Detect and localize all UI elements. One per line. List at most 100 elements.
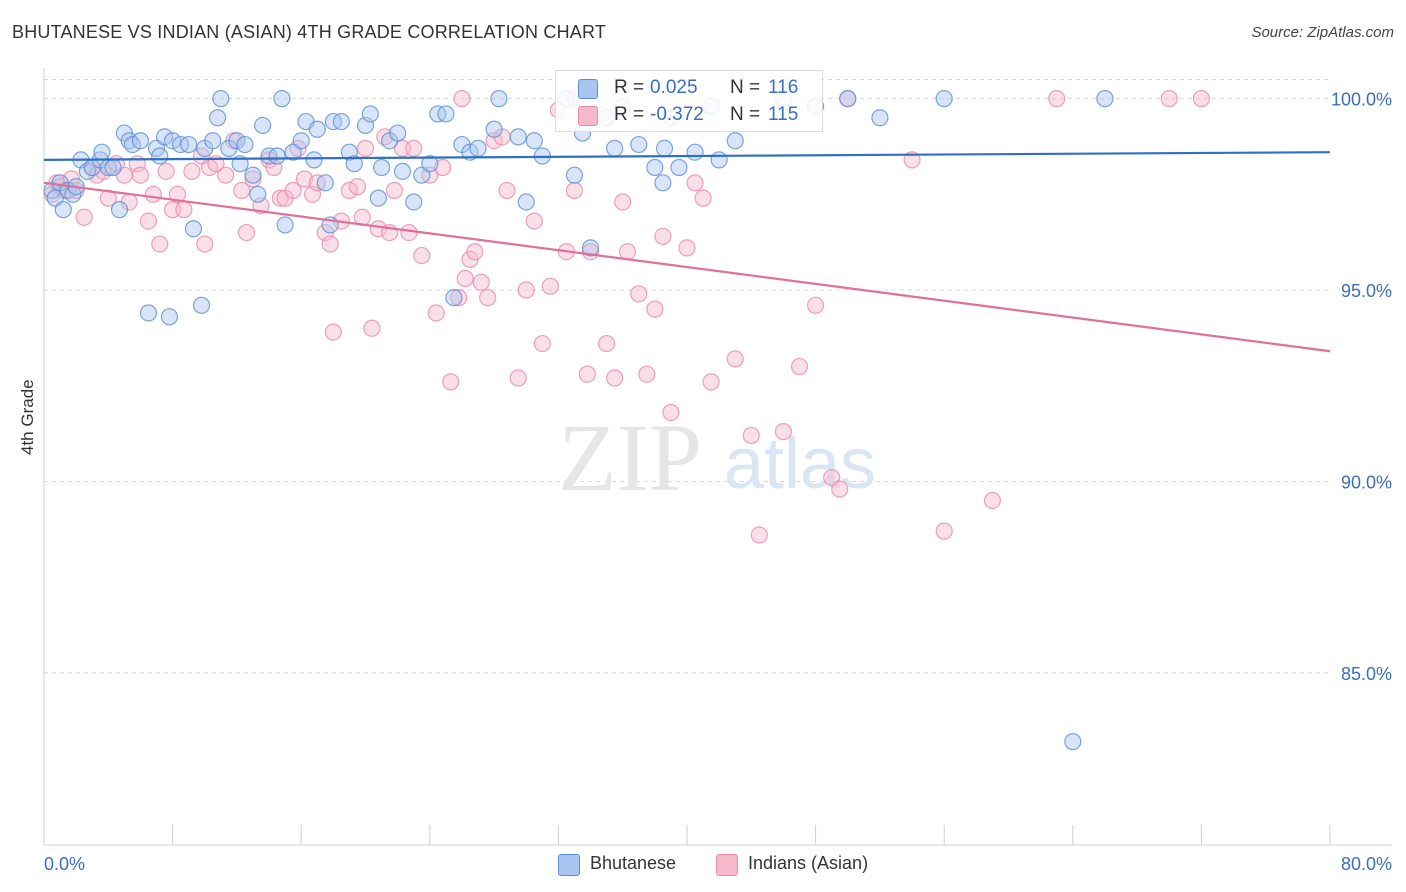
indians-point xyxy=(456,269,474,288)
bhutanese-point xyxy=(160,308,178,326)
indians-point xyxy=(450,289,468,307)
bhutanese-point xyxy=(228,132,246,150)
bhutanese-point xyxy=(655,139,674,157)
legend-swatch-bhutanese xyxy=(558,854,580,876)
legend-n-value: 115 xyxy=(768,104,799,125)
indians-point xyxy=(151,235,169,253)
indians-point xyxy=(466,243,484,261)
bhutanese-point xyxy=(670,158,688,177)
bhutanese-point xyxy=(305,151,323,169)
indians-point xyxy=(472,273,490,291)
indians-point xyxy=(479,289,497,307)
x-tick-label: 0.0% xyxy=(44,854,85,874)
indians-point xyxy=(678,239,696,257)
indians-point xyxy=(295,170,314,188)
legend-label-indians: Indians (Asian) xyxy=(748,853,869,873)
indians-point xyxy=(662,403,680,422)
watermark-zip: ZIP xyxy=(558,404,702,511)
bhutanese-point xyxy=(393,162,412,180)
indians-point xyxy=(1192,90,1211,108)
bhutanese-point xyxy=(421,155,439,173)
indians-point xyxy=(638,365,656,383)
bhutanese-point xyxy=(209,109,227,127)
indians-point xyxy=(606,369,624,387)
indians-point xyxy=(598,334,616,353)
legend-n-label: N = xyxy=(730,77,761,98)
series-bhutanese-points xyxy=(43,90,1114,751)
bhutanese-point xyxy=(184,220,203,238)
indians-point xyxy=(541,277,559,295)
y-tick-label: 90.0% xyxy=(1341,472,1392,492)
bhutanese-point xyxy=(104,158,122,177)
bhutanese-point xyxy=(93,143,111,161)
bhutanese-point xyxy=(871,109,889,127)
legend-swatch-indians xyxy=(578,106,598,126)
indians-point xyxy=(742,426,760,445)
bhutanese-point xyxy=(212,90,230,108)
indians-point xyxy=(578,365,596,383)
bhutanese-point xyxy=(369,189,387,207)
indians-point xyxy=(427,304,445,322)
indians-point xyxy=(405,139,423,157)
trend-lines xyxy=(43,151,1331,353)
indians-point xyxy=(509,369,527,387)
bhutanese-point xyxy=(151,147,169,165)
legend-swatch-bhutanese xyxy=(578,79,598,99)
bhutanese-point xyxy=(254,116,272,135)
bhutanese-point xyxy=(490,90,508,108)
indians-point xyxy=(139,212,158,230)
y-tick-label: 100.0% xyxy=(1331,90,1392,110)
bhutanese-point xyxy=(405,193,423,211)
bhutanese-point xyxy=(276,216,294,234)
indians-point xyxy=(340,181,359,200)
bhutanese-point xyxy=(54,201,72,219)
bhutanese-point xyxy=(445,289,463,307)
trend-line-bhutanese xyxy=(43,151,1331,161)
indians-point xyxy=(935,522,953,540)
indians-point xyxy=(233,181,251,200)
axes xyxy=(43,68,1392,846)
indians-point xyxy=(237,223,256,242)
bhutanese-point xyxy=(204,132,222,150)
indians-point xyxy=(321,235,339,253)
bhutanese-point xyxy=(525,132,543,150)
indians-point xyxy=(831,480,849,498)
indians-point xyxy=(983,491,1002,510)
legend-swatch-indians xyxy=(716,854,738,876)
bhutanese-point xyxy=(308,120,326,138)
indians-point xyxy=(774,423,793,441)
bhutanese-point xyxy=(606,139,624,157)
indians-point xyxy=(646,300,664,318)
x-tick-label: 80.0% xyxy=(1341,854,1392,874)
watermark: ZIP atlas xyxy=(558,404,876,511)
bhutanese-point xyxy=(110,201,129,219)
indians-point xyxy=(453,90,471,108)
indians-point xyxy=(726,350,744,368)
bhutanese-point xyxy=(236,135,254,154)
indians-point xyxy=(244,170,262,188)
indians-point xyxy=(144,185,162,203)
indians-point xyxy=(284,181,302,200)
indians-point xyxy=(75,208,93,226)
indians-point xyxy=(686,174,704,192)
indians-point xyxy=(400,223,418,242)
bhutanese-point xyxy=(372,158,391,177)
y-axis-label: 4th Grade xyxy=(18,379,37,455)
bhutanese-point xyxy=(630,135,648,154)
bhutanese-point xyxy=(839,90,857,108)
source-label: Source: ZipAtlas.com xyxy=(1251,24,1394,41)
indians-point xyxy=(324,323,342,341)
indians-point xyxy=(442,373,460,391)
watermark-atlas: atlas xyxy=(724,424,876,504)
indians-point xyxy=(618,243,637,261)
indians-point xyxy=(1048,90,1066,108)
indians-point xyxy=(363,319,381,337)
indians-point xyxy=(694,189,712,207)
indians-point xyxy=(498,181,516,200)
bhutanese-point xyxy=(1064,733,1082,751)
indians-point xyxy=(565,181,584,200)
bhutanese-point xyxy=(249,185,267,203)
bhutanese-point xyxy=(646,158,664,177)
bhutanese-point xyxy=(316,174,334,192)
